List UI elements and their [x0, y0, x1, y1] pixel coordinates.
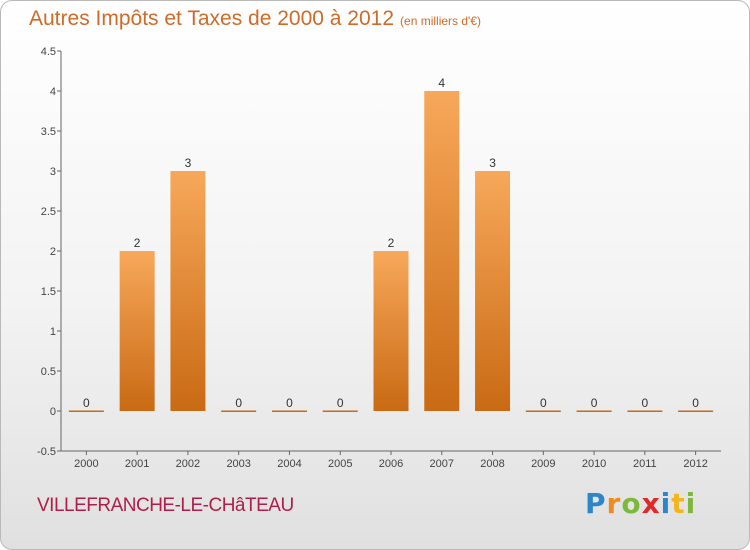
bar	[322, 410, 358, 412]
proxiti-logo: Proxiti	[585, 487, 697, 520]
x-tick-label: 2007	[430, 458, 454, 470]
data-label: 0	[337, 396, 344, 410]
x-tick-label: 2006	[379, 458, 403, 470]
x-tick-label: 2010	[582, 458, 606, 470]
data-label: 0	[591, 396, 598, 410]
x-tick-label: 2009	[531, 458, 555, 470]
chart-subtitle: (en milliers d'€)	[400, 14, 482, 28]
data-label: 0	[286, 396, 293, 410]
data-label: 0	[83, 396, 90, 410]
data-label: 2	[388, 236, 395, 250]
bar	[373, 251, 409, 411]
y-tick-label: -0.5	[37, 446, 56, 458]
y-tick-label: 2	[50, 246, 56, 258]
data-label: 3	[185, 156, 192, 170]
data-label: 0	[692, 396, 699, 410]
x-tick-label: 2004	[277, 458, 301, 470]
x-tick-label: 2001	[125, 458, 149, 470]
bar	[475, 171, 511, 411]
y-tick-label: 0	[50, 406, 56, 418]
chart-title-text: Autres Impôts et Taxes de 2000 à 2012	[29, 7, 395, 30]
bar	[627, 410, 663, 412]
x-tick-label: 2011	[633, 458, 657, 470]
x-tick-label: 2005	[328, 458, 352, 470]
y-tick-label: 3	[50, 166, 56, 178]
chart-title: Autres Impôts et Taxes de 2000 à 2012 (en…	[29, 7, 481, 31]
bar	[170, 171, 206, 411]
data-label: 2	[134, 236, 141, 250]
bar	[678, 410, 714, 412]
data-label: 0	[235, 396, 242, 410]
x-tick-label: 2003	[226, 458, 250, 470]
data-label: 3	[489, 156, 496, 170]
x-tick-label: 2008	[480, 458, 504, 470]
y-tick-label: 4	[50, 86, 56, 98]
bar	[424, 91, 460, 411]
x-tick-label: 2012	[683, 458, 707, 470]
bar	[525, 410, 561, 412]
y-tick-label: 0.5	[41, 366, 56, 378]
data-label: 0	[642, 396, 649, 410]
data-label: 0	[540, 396, 547, 410]
y-tick-label: 2.5	[41, 206, 56, 218]
data-label: 4	[438, 76, 445, 90]
y-tick-label: 3.5	[41, 126, 56, 138]
x-tick-label: 2002	[176, 458, 200, 470]
x-tick-label: 2000	[74, 458, 98, 470]
bar	[576, 410, 612, 412]
bar	[68, 410, 104, 412]
y-tick-label: 1.5	[41, 286, 56, 298]
bar	[119, 251, 155, 411]
bar	[221, 410, 257, 412]
y-tick-label: 1	[50, 326, 56, 338]
commune-name: VILLEFRANCHE-LE-CHâTEAU	[37, 495, 294, 516]
y-tick-label: 4.5	[41, 46, 56, 58]
bar	[271, 410, 307, 412]
